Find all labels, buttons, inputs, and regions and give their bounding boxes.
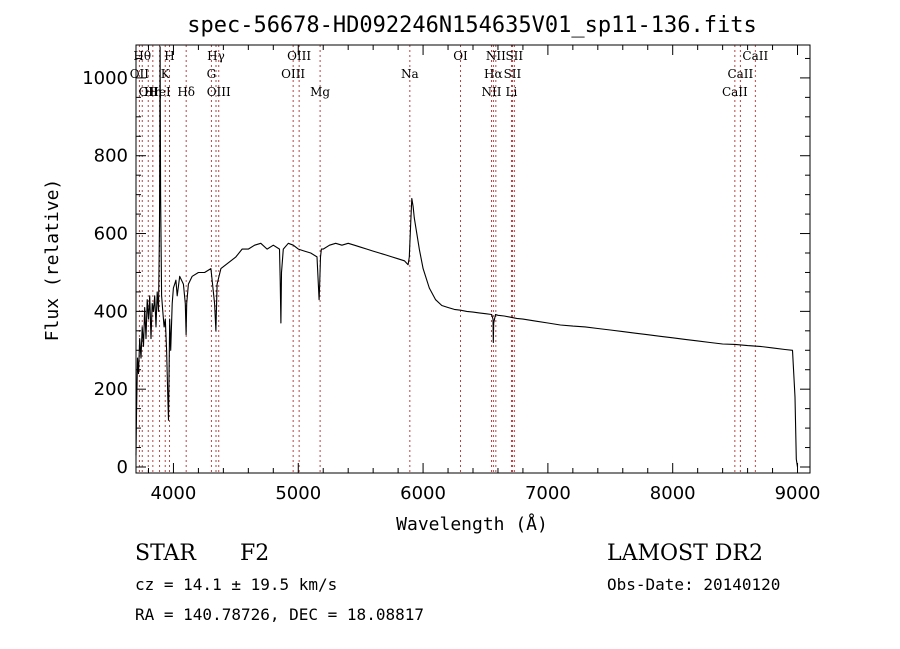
x-tick-label-3: 7000 [525, 483, 571, 504]
x-tick-label-2: 6000 [400, 483, 446, 504]
x-tick-label-1: 5000 [275, 483, 321, 504]
line-mark-label-21: SII [505, 49, 523, 63]
axis-ticks-layer: 4000 5000 6000 7000 8000 9000 0 200 400 600 800 100… [82, 45, 820, 504]
line-marks-layer [138, 45, 756, 473]
line-mark-label-0: OII [130, 67, 150, 81]
line-mark-labels-layer: OIIHθOIIHηHeIKHHδGHγOIIIOIIIOIIIMgNaOINI… [130, 49, 769, 99]
spectrum-line [135, 46, 799, 468]
line-mark-label-20: SII [504, 67, 522, 81]
line-mark-label-11: OIII [281, 67, 305, 81]
line-mark-label-23: CaII [727, 67, 753, 81]
cz-label: cz = 14.1 ± 19.5 km/s [135, 575, 337, 594]
coords-label: RA = 140.78726, DEC = 18.08817 [135, 605, 424, 624]
obs-date-label: Obs-Date: 20140120 [607, 575, 780, 594]
line-mark-label-6: H [164, 49, 174, 63]
line-mark-label-19: Li [506, 85, 518, 99]
line-mark-label-22: CaII [722, 85, 748, 99]
survey-label: LAMOST DR2 [607, 541, 763, 566]
object-class-label: STAR [135, 541, 197, 566]
y-tick-label-3: 600 [94, 224, 128, 245]
line-mark-label-13: Mg [310, 85, 330, 99]
line-mark-label-1: Hθ [133, 49, 151, 63]
line-mark-label-2: OII [139, 85, 159, 99]
y-tick-label-4: 800 [94, 146, 128, 167]
line-mark-label-16: NII [481, 85, 501, 99]
x-axis-label: Wavelength (Å) [396, 513, 548, 535]
y-axis-label: Flux (relative) [42, 179, 63, 342]
line-mark-label-4: HeI [148, 85, 171, 99]
line-mark-label-14: Na [401, 67, 419, 81]
line-mark-label-8: G [207, 67, 217, 81]
y-tick-label-1: 200 [94, 379, 128, 400]
x-tick-label-4: 8000 [650, 483, 696, 504]
plot-frame [135, 44, 811, 474]
series-layer [135, 46, 799, 468]
x-tick-label-0: 4000 [151, 483, 197, 504]
line-mark-label-17: Hα [484, 67, 503, 81]
line-mark-label-3: Hη [144, 85, 162, 99]
line-mark-label-18: NII [486, 49, 506, 63]
line-mark-label-24: CaII [742, 49, 768, 63]
line-mark-label-15: OI [453, 49, 468, 63]
y-tick-label-5: 1000 [82, 68, 128, 89]
subclass-label: F2 [240, 541, 269, 566]
chart-title: spec-56678-HD092246N154635V01_sp11-136.f… [187, 13, 757, 38]
line-mark-label-12: OIII [287, 49, 311, 63]
y-tick-label-0: 0 [117, 457, 128, 478]
line-mark-label-5: K [161, 67, 171, 81]
y-tick-label-2: 400 [94, 301, 128, 322]
line-mark-label-10: OIII [207, 85, 231, 99]
x-tick-label-5: 9000 [775, 483, 821, 504]
line-mark-label-7: Hδ [177, 85, 195, 99]
line-mark-label-9: Hγ [207, 49, 225, 63]
